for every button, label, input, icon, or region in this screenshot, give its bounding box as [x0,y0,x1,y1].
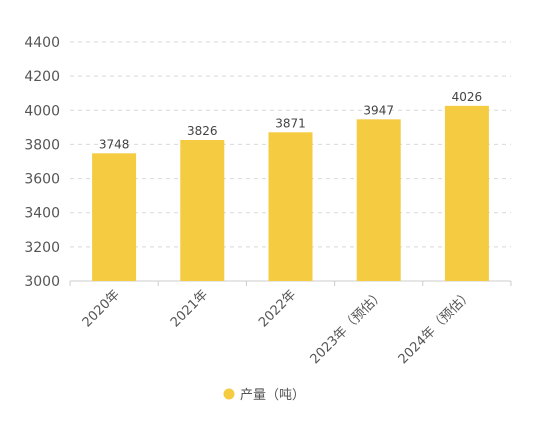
data-label: 3826 [187,124,218,138]
data-label: 3947 [363,103,394,117]
bar[interactable] [180,139,225,281]
y-tick-label: 3400 [24,206,60,222]
data-label: 4026 [452,90,483,104]
y-tick-label: 3600 [24,172,60,188]
bar[interactable] [268,132,313,281]
legend-marker[interactable] [223,388,235,400]
bars [92,105,489,282]
grid-lines [70,41,511,248]
data-label: 3871 [275,116,306,130]
x-tick-label: 2020年 [80,287,123,330]
x-tick-label: 2021年 [168,287,211,330]
y-tick-label: 4400 [24,35,60,51]
x-tick-label: 2024年（预估） [396,287,476,367]
bar[interactable] [356,119,401,281]
y-tick-label: 3000 [24,274,60,290]
data-label: 3748 [99,137,130,151]
y-tick-label: 4000 [24,103,60,119]
x-tick-label: 2022年 [256,287,299,330]
data-labels: 3748 3826 3871 3947 4026 [99,90,482,151]
legend-label[interactable]: 产量（吨） [240,388,305,403]
y-tick-label: 4200 [24,69,60,85]
legend[interactable]: 产量（吨） [223,388,306,403]
bar[interactable] [92,153,137,281]
y-tick-label: 3800 [24,137,60,153]
bar[interactable] [444,105,489,282]
y-tick-label: 3200 [24,240,60,256]
x-tick-label: 2023年（预估） [308,287,388,367]
